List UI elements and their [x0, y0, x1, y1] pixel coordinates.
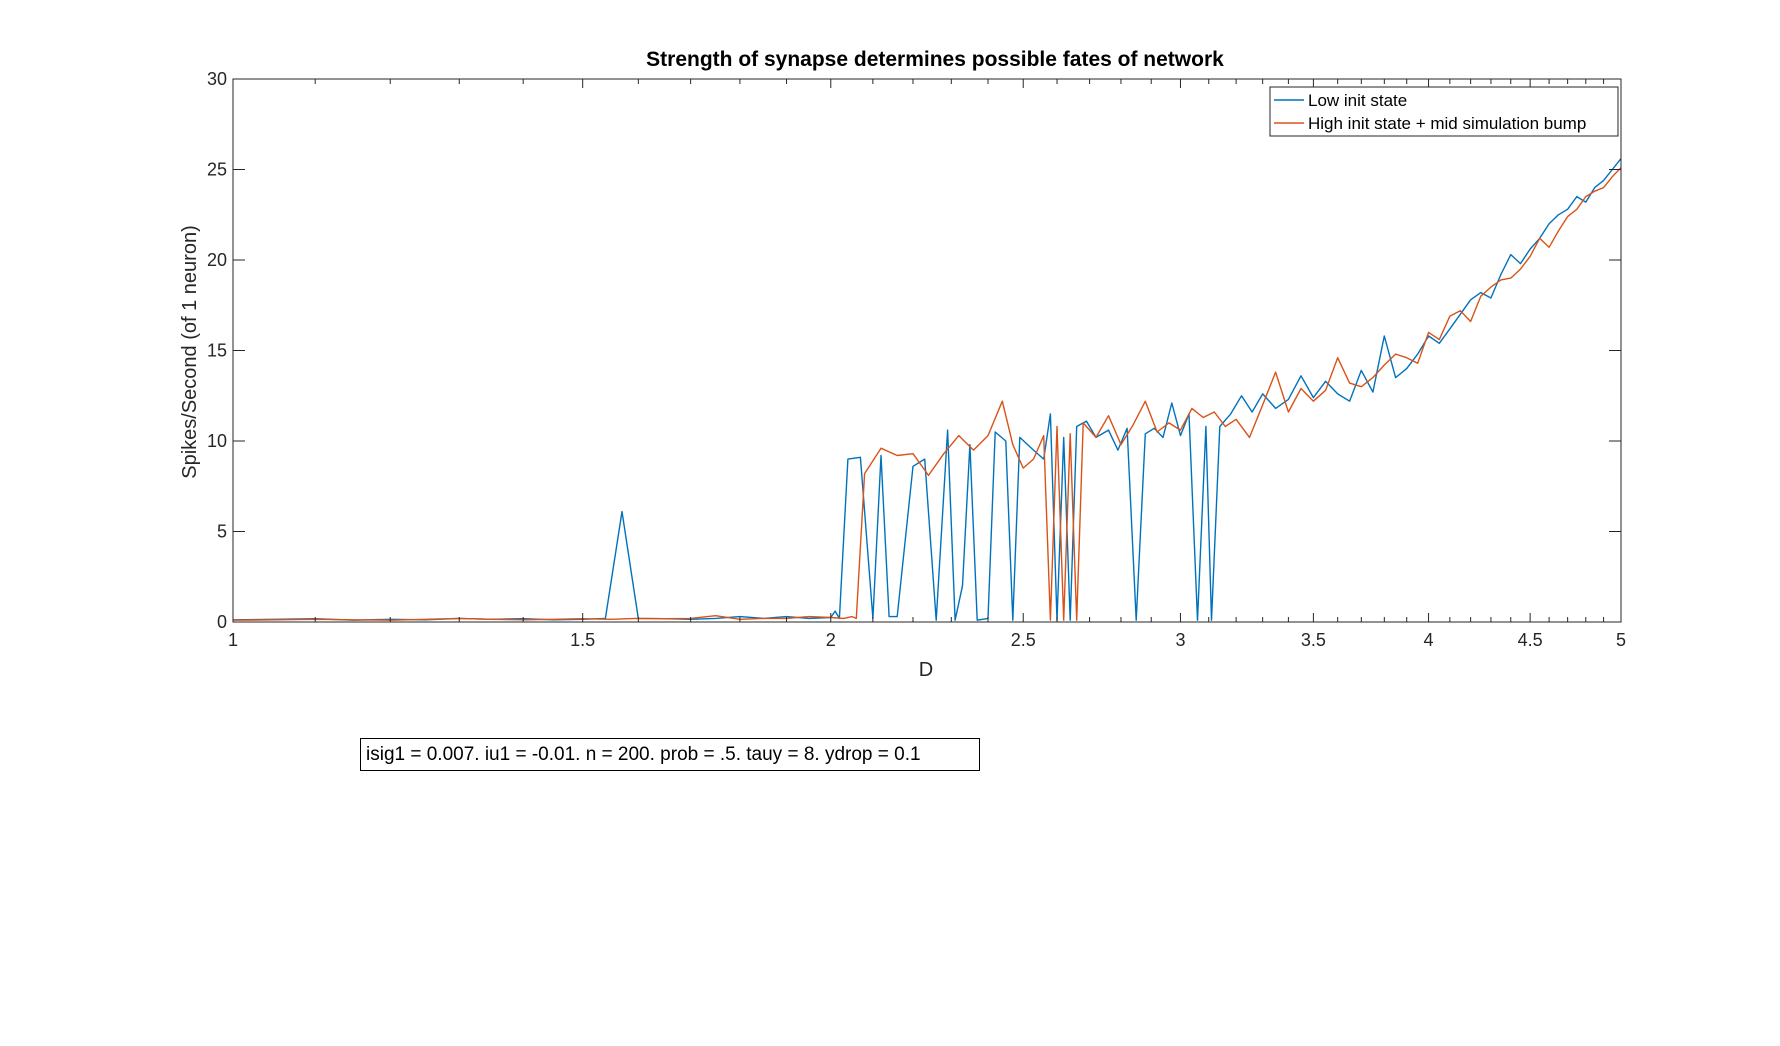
x-tick-label: 3.5 [1301, 630, 1326, 650]
y-tick-label: 5 [217, 522, 227, 542]
y-tick-label: 0 [217, 612, 227, 632]
x-tick-label: 1 [228, 630, 238, 650]
series-line-1 [233, 158, 1621, 621]
series-line-2 [233, 167, 1621, 621]
x-tick-label: 2.5 [1011, 630, 1036, 650]
y-axis-label: Spikes/Second (of 1 neuron) [179, 225, 201, 479]
x-tick-label: 3 [1175, 630, 1185, 650]
legend-label-1: Low init state [1308, 91, 1407, 110]
plot-background [233, 79, 1621, 622]
parameter-annotation-box: isig1 = 0.007. iu1 = -0.01. n = 200. pro… [360, 738, 980, 771]
x-tick-label: 2 [826, 630, 836, 650]
x-tick-label: 1.5 [570, 630, 595, 650]
parameter-annotation-text: isig1 = 0.007. iu1 = -0.01. n = 200. pro… [366, 744, 921, 765]
x-tick-label: 4 [1424, 630, 1434, 650]
x-axis-label: D [919, 659, 933, 681]
x-tick-label: 4.5 [1518, 630, 1543, 650]
y-tick-label: 15 [207, 341, 227, 361]
legend-box [1269, 86, 1619, 137]
y-tick-label: 30 [207, 69, 227, 89]
chart-title: Strength of synapse determines possible … [646, 48, 1224, 71]
y-tick-label: 25 [207, 160, 227, 180]
legend-label-2: High init state + mid simulation bump [1308, 114, 1586, 133]
y-tick-label: 10 [207, 431, 227, 451]
plot-area: 1 1.5 2 2.5 3 3.5 4 4.5 5 0 5 10 15 20 25 30 Low init st… [207, 69, 1626, 650]
y-tick-label: 20 [207, 250, 227, 270]
x-tick-label: 5 [1616, 630, 1626, 650]
